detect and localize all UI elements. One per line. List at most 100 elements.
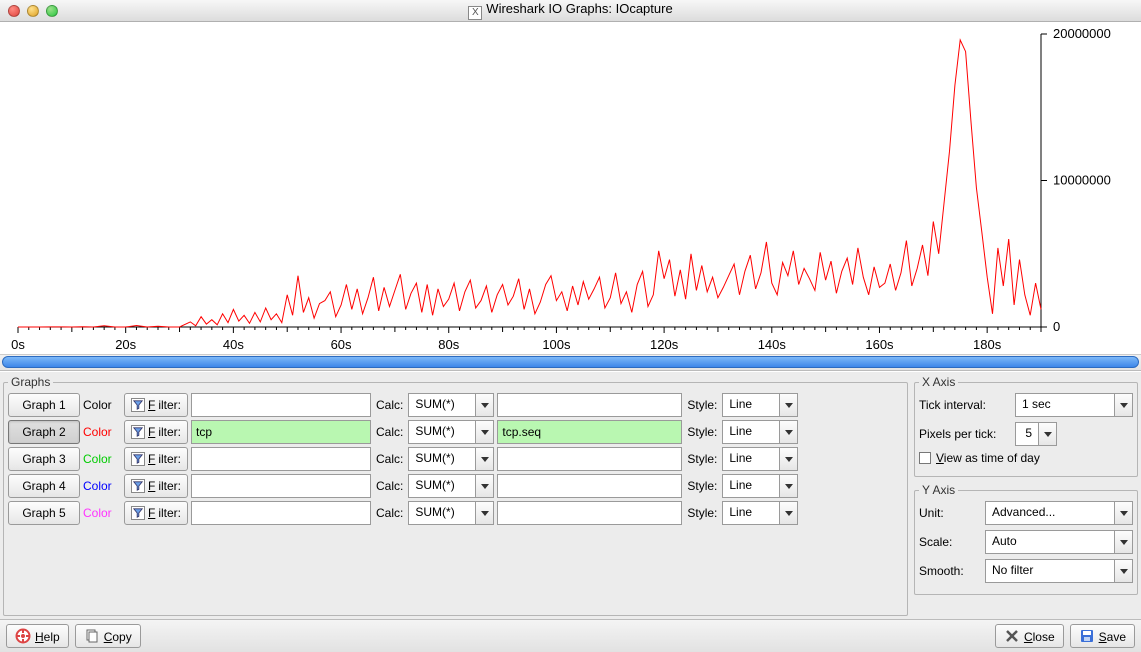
graph-toggle-button[interactable]: Graph 4 [8, 474, 80, 498]
filter-icon [131, 425, 145, 439]
graph-row: Graph 1ColorFilter: Calc:SUM(*) Style:Line [8, 393, 903, 417]
window-close-light[interactable] [8, 5, 20, 17]
filter-input[interactable] [191, 447, 371, 471]
filter-button[interactable]: Filter: [124, 474, 188, 498]
x11-icon: X [468, 6, 482, 20]
scale-label: Scale: [919, 535, 979, 549]
svg-text:0s: 0s [11, 337, 25, 352]
style-select[interactable]: Line [722, 420, 798, 444]
filter-input[interactable] [191, 501, 371, 525]
style-select[interactable]: Line [722, 393, 798, 417]
color-label: Color [83, 398, 121, 412]
save-button[interactable]: Save [1070, 624, 1135, 648]
chart-h-scrollbar[interactable] [0, 355, 1141, 371]
svg-text:20s: 20s [115, 337, 136, 352]
calc-label: Calc: [374, 425, 405, 439]
style-select[interactable]: Line [722, 447, 798, 471]
unit-select[interactable]: Advanced... [985, 501, 1133, 525]
svg-text:80s: 80s [438, 337, 459, 352]
scrollbar-thumb[interactable] [2, 356, 1139, 368]
unit-label: Unit: [919, 506, 979, 520]
svg-text:120s: 120s [650, 337, 679, 352]
graph-toggle-button[interactable]: Graph 2 [8, 420, 80, 444]
calc-select[interactable]: SUM(*) [408, 393, 494, 417]
filter-input[interactable] [191, 420, 371, 444]
help-button[interactable]: Help [6, 624, 69, 648]
svg-text:20000000: 20000000 [1053, 26, 1111, 41]
calc-select[interactable]: SUM(*) [408, 474, 494, 498]
style-label: Style: [685, 479, 719, 493]
calc-label: Calc: [374, 479, 405, 493]
calc-field-input[interactable] [497, 393, 682, 417]
graph-row: Graph 2ColorFilter:Calc:SUM(*)Style:Line [8, 420, 903, 444]
io-graph-chart[interactable]: 0s 20s 40s 60s 80s 100s 120s 140s 160s 180s 0 10000… [0, 22, 1141, 355]
filter-input[interactable] [191, 393, 371, 417]
calc-label: Calc: [374, 398, 405, 412]
calc-field-input[interactable] [497, 420, 682, 444]
graph-toggle-button[interactable]: Graph 3 [8, 447, 80, 471]
svg-text:100s: 100s [542, 337, 571, 352]
x-axis-fieldset: X Axis Tick interval: 1 sec Pixels per t… [914, 375, 1138, 477]
calc-select[interactable]: SUM(*) [408, 501, 494, 525]
calc-field-input[interactable] [497, 447, 682, 471]
calc-label: Calc: [374, 452, 405, 466]
copy-button[interactable]: Copy [75, 624, 141, 648]
view-as-tod-checkbox[interactable]: View as time of day [919, 451, 1040, 465]
graphs-legend: Graphs [8, 375, 53, 389]
smooth-label: Smooth: [919, 564, 979, 578]
close-button[interactable]: Close [995, 624, 1064, 648]
color-label: Color [83, 479, 121, 493]
svg-text:0: 0 [1053, 319, 1060, 334]
calc-select[interactable]: SUM(*) [408, 420, 494, 444]
filter-button[interactable]: Filter: [124, 447, 188, 471]
calc-field-input[interactable] [497, 474, 682, 498]
view-as-tod-label: View as time of day [936, 451, 1040, 465]
help-icon [15, 628, 31, 644]
style-label: Style: [685, 506, 719, 520]
graphs-fieldset: Graphs Graph 1ColorFilter:Calc:SUM(*)Sty… [3, 375, 908, 616]
graph-toggle-button[interactable]: Graph 5 [8, 501, 80, 525]
filter-button[interactable]: Filter: [124, 420, 188, 444]
graph-row: Graph 5ColorFilter: Calc:SUM(*) Style:Line [8, 501, 903, 525]
copy-icon [84, 628, 100, 644]
scale-select[interactable]: Auto [985, 530, 1133, 554]
close-icon [1004, 628, 1020, 644]
color-label: Color [83, 506, 121, 520]
window-title: XWireshark IO Graphs: IOcapture [0, 1, 1141, 20]
filter-button[interactable]: Filter: [124, 393, 188, 417]
x-axis-legend: X Axis [919, 375, 958, 389]
svg-text:140s: 140s [758, 337, 787, 352]
y-axis-legend: Y Axis [919, 483, 958, 497]
tick-interval-select[interactable]: 1 sec [1015, 393, 1133, 417]
graph-toggle-button[interactable]: Graph 1 [8, 393, 80, 417]
calc-select[interactable]: SUM(*) [408, 447, 494, 471]
titlebar: XWireshark IO Graphs: IOcapture [0, 0, 1141, 22]
filter-button[interactable]: Filter: [124, 501, 188, 525]
svg-text:180s: 180s [973, 337, 1002, 352]
svg-text:60s: 60s [331, 337, 352, 352]
calc-field-input[interactable] [497, 501, 682, 525]
graph-row: Graph 4ColorFilter: Calc:SUM(*) Style:Line [8, 474, 903, 498]
svg-text:160s: 160s [865, 337, 894, 352]
filter-icon [131, 398, 145, 412]
svg-text:40s: 40s [223, 337, 244, 352]
svg-text:10000000: 10000000 [1053, 173, 1111, 188]
window-minimize-light[interactable] [27, 5, 39, 17]
style-select[interactable]: Line [722, 501, 798, 525]
style-label: Style: [685, 425, 719, 439]
pixels-per-tick-label: Pixels per tick: [919, 427, 1009, 441]
pixels-per-tick-select[interactable]: 5 [1015, 422, 1057, 446]
style-label: Style: [685, 398, 719, 412]
filter-icon [131, 479, 145, 493]
smooth-select[interactable]: No filter [985, 559, 1133, 583]
window-zoom-light[interactable] [46, 5, 58, 17]
graph-row: Graph 3ColorFilter: Calc:SUM(*) Style:Line [8, 447, 903, 471]
color-label: Color [83, 452, 121, 466]
filter-input[interactable] [191, 474, 371, 498]
filter-icon [131, 452, 145, 466]
calc-label: Calc: [374, 506, 405, 520]
tick-interval-label: Tick interval: [919, 398, 1009, 412]
checkbox-box-icon [919, 452, 931, 464]
style-select[interactable]: Line [722, 474, 798, 498]
style-label: Style: [685, 452, 719, 466]
